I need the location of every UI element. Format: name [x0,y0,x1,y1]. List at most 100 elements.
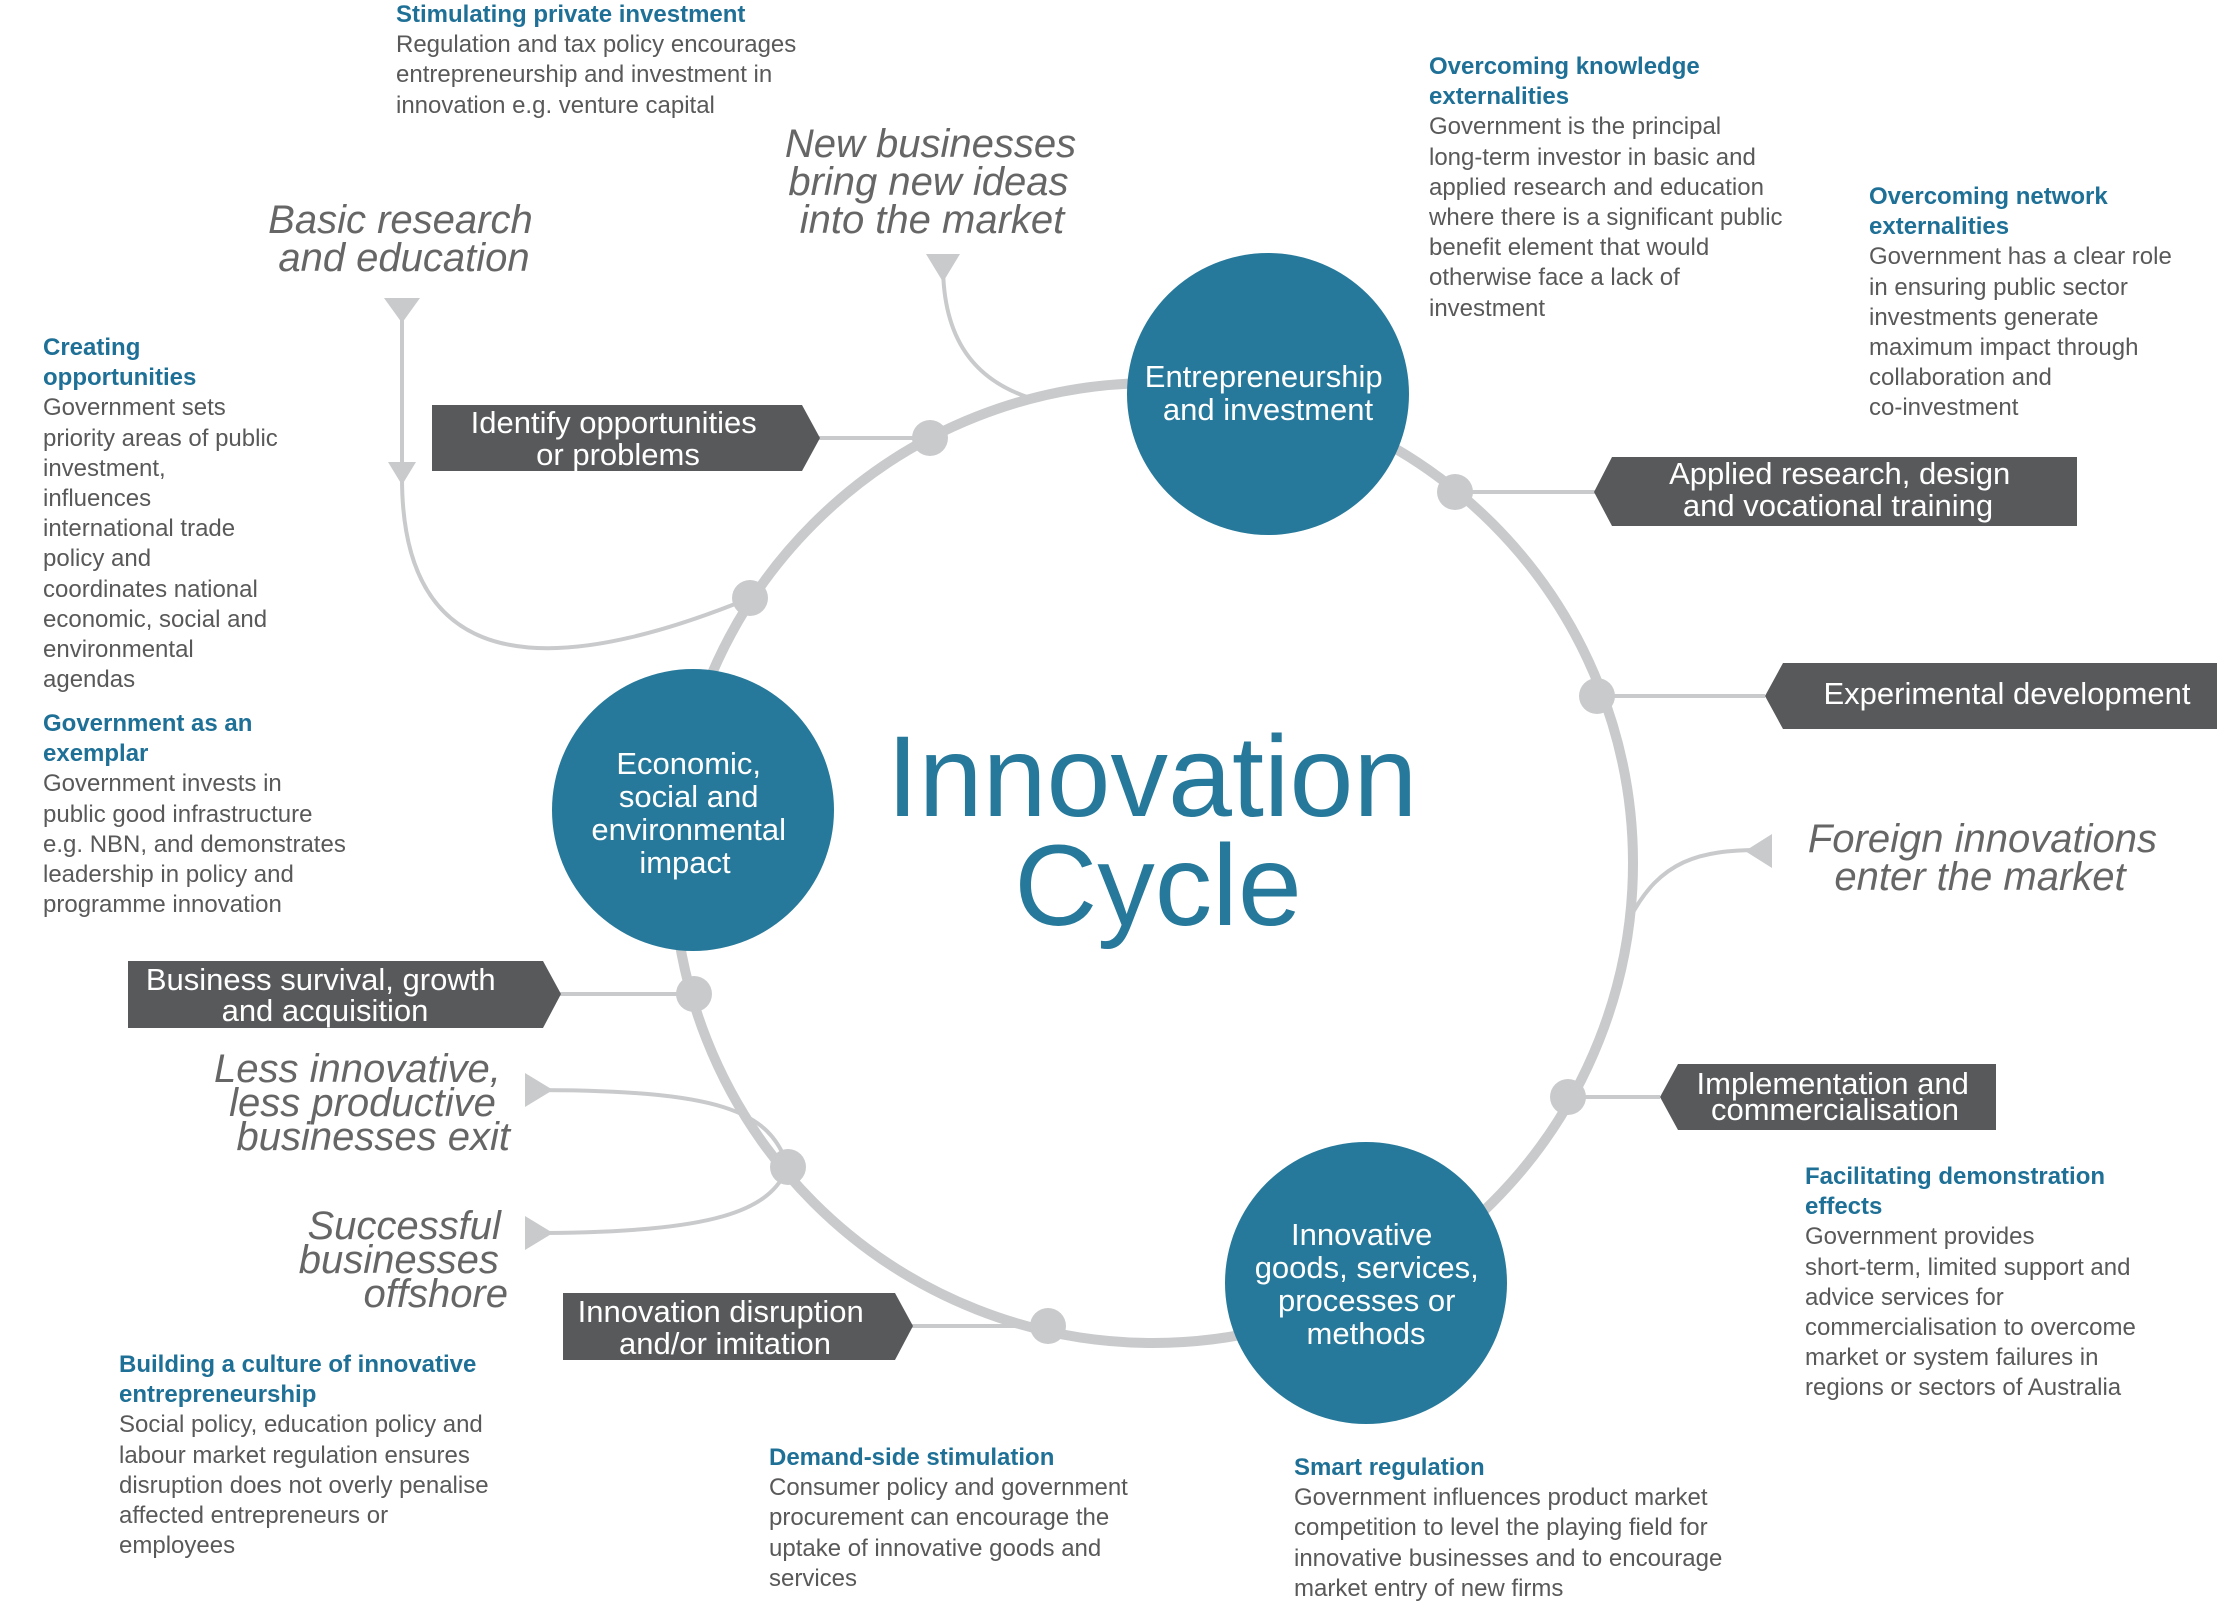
note-body-line: regions or sectors of Australia [1805,1374,2122,1402]
note-smart-regulation: Smart regulation Government influences p… [1294,1453,1722,1604]
svg-text:Entrepreneurship and inv: Entrepreneurship and investment [1145,359,1391,427]
circle-entrepreneurship-shape [1127,253,1409,535]
note-body-line: Government provides [1805,1223,2035,1251]
italic-label: Less innovative, [214,1047,501,1091]
note-title: entrepreneurship [119,1381,317,1409]
note-body-line: policy and [43,545,152,573]
note-title: Building a culture of innovative [119,1351,477,1378]
joint-dot [1030,1308,1066,1344]
title-line: Innovation [887,713,1418,841]
italic-label: offshore [363,1272,508,1316]
circle-label: Innovative [1291,1217,1432,1252]
note-body-line: collaboration and [1869,364,2052,392]
joint-dot [1579,678,1615,714]
note-body-line: advice services for [1805,1283,2004,1311]
circle-entrepreneurship: Entrepreneurship and investment [1127,253,1409,535]
note-title: opportunities [43,364,197,392]
note-title: Facilitating demonstration [1805,1163,2106,1190]
circle-label: impact [639,845,731,880]
joint-dot [1550,1079,1586,1115]
svg-text:Innovative goods, servic: Innovative goods, services, processes or… [1255,1217,1488,1351]
arrow-basic-mid-icon [388,462,416,485]
circle-label: social and [619,779,759,814]
arrow-basic-top-icon [384,298,420,323]
label-new-businesses: New businesses bring new ideas into the … [785,122,1087,242]
box-implementation: Implementation and commercialisation [1660,1064,1996,1130]
note-body-line: procurement can encourage the [769,1504,1110,1532]
box-label: Business survival, growth [146,962,496,997]
label-basic-research: Basic research and education [268,198,544,280]
note-body-line: otherwise face a lack of [1429,264,1680,292]
note-body-line: public good infrastructure [43,800,313,828]
page-title: Innovation Cycle [887,713,1450,950]
arrow-offshore-icon [525,1216,553,1250]
box-label: commercialisation [1711,1092,1959,1127]
note-title: Stimulating private investment [396,1,746,28]
note-body-line: competition to level the playing field f… [1294,1514,1708,1542]
note-body-line: Government sets [43,394,226,422]
note-body-line: applied research and education [1429,173,1764,201]
note-body-line: investment, [43,454,166,482]
note-body-line: programme innovation [43,891,282,919]
circle-label: goods, services, [1255,1250,1479,1285]
note-body-line: economic, social and [43,605,268,633]
circle-economic-shape [552,669,834,951]
note-demand-side-stimulation: Demand-side stimulation Consumer policy … [769,1443,1128,1594]
note-body-line: maximum impact through [1869,334,2139,362]
box-shape [432,405,820,471]
note-body-line: in ensuring public sector [1869,273,2128,301]
note-body-line: entrepreneurship and investment in [396,61,773,89]
title-line: Cycle [1014,822,1302,950]
box-shape [1660,1064,1996,1130]
joints [676,420,1615,1344]
note-body-line: innovative businesses and to encourage [1294,1544,1723,1572]
connector-offshore [529,1166,790,1235]
svg-text:Economic, social and: Economic, social and environmental impac… [591,746,794,880]
note-body-line: Regulation and tax policy encourages [396,31,797,59]
circle-innovative-shape [1225,1142,1507,1424]
note-body-line: disruption does not overly penalise [119,1471,489,1499]
note-body-line: Government has a clear role [1869,243,2172,271]
arrowheads [384,254,1772,1250]
note-title: Smart regulation [1294,1454,1485,1481]
italic-label: Foreign innovations [1808,817,2157,861]
note-title: Government as an [43,710,253,737]
note-body-line: e.g. NBN, and demonstrates [43,830,346,858]
box-label: and vocational training [1683,488,1993,523]
note-body-line: international trade [43,515,236,543]
svg-text:Basic research and educa: Basic research and education [268,198,544,280]
note-title: exemplar [43,740,149,768]
note-body-line: agendas [43,666,136,694]
note-body-line: Consumer policy and government [769,1474,1128,1502]
box-business-survival: Business survival, growth and acquisitio… [128,961,561,1028]
box-shape [1765,663,2217,729]
italic-label: less productive [229,1081,496,1125]
box-label: Implementation and [1697,1066,1969,1101]
box-innovation-disruption: Innovation disruption and/or imitation [563,1293,913,1361]
box-label: Identify opportunities [471,405,757,440]
arrow-exit-icon [525,1073,553,1107]
svg-text:New businesses bring new: New businesses bring new ideas into the … [785,122,1087,242]
circle-label: environmental [591,812,786,847]
circle-label: and investment [1163,392,1374,427]
note-creating-opportunities: Creating opportunities Government sets p… [43,333,278,695]
note-facilitating-demonstration-effects: Facilitating demonstration effects Gover… [1805,1162,2136,1404]
note-body-line: commercialisation to overcome [1805,1314,2136,1342]
connector-basic-research [400,318,751,651]
connector-foreign [1628,848,1761,919]
svg-text:Innovation disruption an: Innovation disruption and/or imitation [578,1294,873,1361]
italic-label: Successful [307,1204,502,1248]
circle-label: processes or [1278,1283,1455,1318]
circle-label: methods [1307,1316,1426,1351]
svg-text:Implementation and comme: Implementation and commercialisation [1697,1066,1978,1127]
note-body-line: long-term investor in basic and [1429,143,1756,171]
box-label: and/or imitation [619,1326,831,1361]
arrow-newbiz-icon [926,254,960,282]
note-title: Overcoming knowledge [1429,53,1700,80]
svg-text:Experimental development: Experimental development [1823,676,2190,711]
note-building-culture: Building a culture of innovative entrepr… [119,1350,489,1561]
box-shape [128,961,561,1028]
note-body-line: short-term, limited support and [1805,1253,2131,1281]
note-body-line: Government influences product market [1294,1484,1708,1512]
joint-dot [676,976,712,1012]
